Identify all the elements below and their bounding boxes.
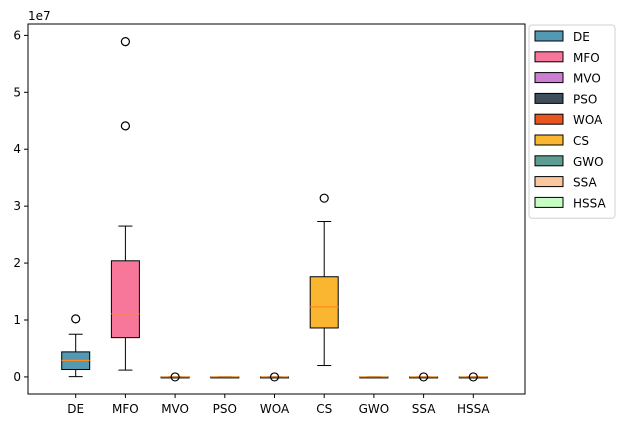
x-tick-label: PSO [213,402,237,416]
legend-swatch [534,92,564,104]
legend-swatch [534,134,564,146]
outlier-point [419,372,429,382]
box-de [61,314,91,378]
y-tick-label: 0 [13,370,21,384]
legend: DE MFO MVO PSO WOA CS GWO SSA HSSA [528,24,616,219]
outlier-point [269,372,280,382]
box-mvo [160,372,190,382]
legend-label: MFO [573,51,600,65]
x-tick-label: CS [316,402,332,416]
y-tick-label: 3 [13,199,21,213]
box-cs [309,193,339,367]
box-body [309,276,339,329]
box-series [61,37,488,382]
x-tick-label: DE [67,402,84,416]
legend-label: GWO [573,155,604,169]
y-axis-multiplier: 1e7 [28,9,51,23]
box-body [110,260,140,339]
box-gwo [359,376,389,379]
outlier-point [468,372,478,382]
y-tick-label: 4 [13,142,21,156]
y-tick-label: 1 [13,313,21,327]
box-ssa [409,372,439,382]
legend-label: WOA [573,113,603,127]
box-hssa [458,372,488,382]
legend-swatch [534,30,564,42]
legend-label: MVO [573,72,601,86]
legend-swatch [534,176,564,188]
legend-label: DE [573,30,590,44]
legend-swatch [534,72,564,84]
outlier-point [319,193,329,203]
legend-label: SSA [573,176,597,190]
legend-label: CS [573,134,589,148]
legend-swatch [534,113,564,125]
legend-swatch [534,155,564,167]
legend-swatch [534,51,564,63]
box-pso [210,376,240,379]
y-axis-ticks: 0 1 2 3 4 5 6 [13,28,28,384]
outlier-point [71,314,81,324]
y-tick-label: 6 [13,28,21,42]
box-mfo [110,37,140,371]
outlier-point [120,37,131,47]
y-tick-label: 5 [13,85,21,99]
x-tick-label: WOA [260,402,290,416]
axes-frame [27,23,526,395]
box-woa [260,372,289,382]
legend-swatch [534,196,564,208]
outlier-point [120,121,131,131]
x-tick-label: SSA [412,402,436,416]
y-tick-label: 2 [13,256,21,270]
legend-label: HSSA [573,196,606,210]
x-tick-label: MFO [112,402,139,416]
x-tick-label: GWO [359,402,390,416]
legend-label: PSO [573,92,597,106]
outlier-point [170,372,180,382]
x-tick-label: MVO [161,402,189,416]
x-tick-label: HSSA [457,402,490,416]
x-axis-ticks: DE MFO MVO PSO WOA CS GWO SSA HSSA [67,394,490,416]
